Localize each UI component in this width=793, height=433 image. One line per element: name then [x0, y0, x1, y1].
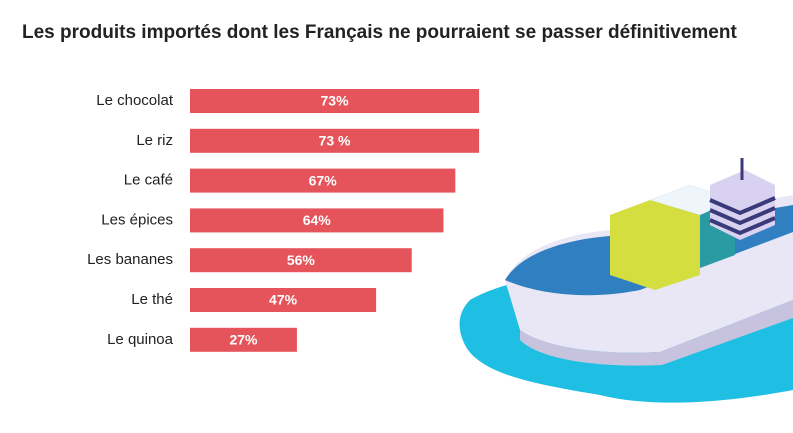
category-label: Le quinoa [107, 331, 174, 348]
bar [190, 288, 377, 312]
bar [190, 89, 480, 113]
bar [190, 327, 297, 352]
ship-illustration [459, 158, 793, 403]
value-label: 27% [229, 332, 258, 348]
bar [190, 208, 444, 233]
category-label: Les épices [101, 211, 173, 228]
value-label: 73% [321, 93, 350, 109]
chart-title: Les produits importés dont les Français … [22, 22, 737, 43]
category-label: Le café [124, 172, 173, 189]
category-label: Le riz [136, 132, 173, 149]
value-label: 73 % [319, 133, 351, 149]
category-label: Le thé [131, 291, 173, 308]
value-label: 56% [287, 252, 316, 268]
value-label: 64% [303, 212, 332, 228]
category-label: Les bananes [87, 251, 173, 268]
value-label: 47% [269, 292, 298, 308]
value-label: 67% [309, 172, 338, 188]
bar [190, 128, 480, 153]
category-label: Le chocolat [96, 92, 174, 109]
bar [190, 168, 456, 193]
bar [190, 248, 412, 273]
